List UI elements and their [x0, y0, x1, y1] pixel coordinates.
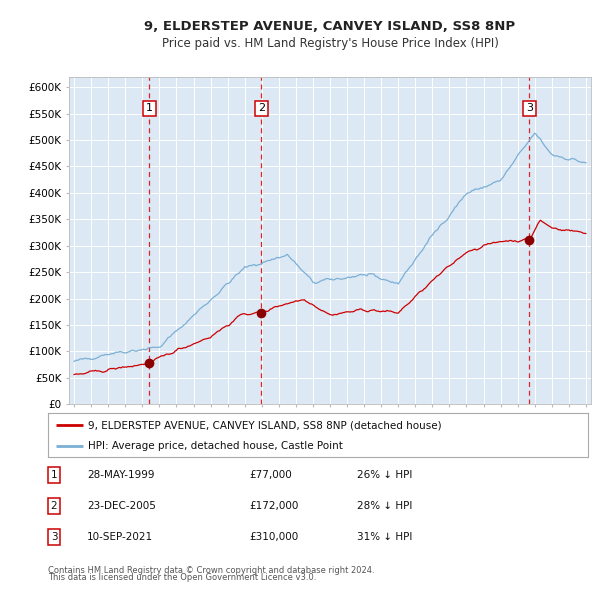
Text: 23-DEC-2005: 23-DEC-2005 — [87, 501, 156, 511]
Text: 28-MAY-1999: 28-MAY-1999 — [87, 470, 155, 480]
Text: 28% ↓ HPI: 28% ↓ HPI — [357, 501, 412, 511]
Text: This data is licensed under the Open Government Licence v3.0.: This data is licensed under the Open Gov… — [48, 573, 316, 582]
Text: 9, ELDERSTEP AVENUE, CANVEY ISLAND, SS8 8NP: 9, ELDERSTEP AVENUE, CANVEY ISLAND, SS8 … — [145, 20, 515, 33]
Text: Price paid vs. HM Land Registry's House Price Index (HPI): Price paid vs. HM Land Registry's House … — [161, 37, 499, 50]
Text: 9, ELDERSTEP AVENUE, CANVEY ISLAND, SS8 8NP (detached house): 9, ELDERSTEP AVENUE, CANVEY ISLAND, SS8 … — [89, 421, 442, 430]
Text: 1: 1 — [50, 470, 58, 480]
Text: £172,000: £172,000 — [249, 501, 298, 511]
Text: Contains HM Land Registry data © Crown copyright and database right 2024.: Contains HM Land Registry data © Crown c… — [48, 566, 374, 575]
Text: HPI: Average price, detached house, Castle Point: HPI: Average price, detached house, Cast… — [89, 441, 343, 451]
Text: 2: 2 — [50, 501, 58, 511]
Text: 31% ↓ HPI: 31% ↓ HPI — [357, 532, 412, 542]
Text: 10-SEP-2021: 10-SEP-2021 — [87, 532, 153, 542]
Text: £77,000: £77,000 — [249, 470, 292, 480]
Text: 26% ↓ HPI: 26% ↓ HPI — [357, 470, 412, 480]
Text: 3: 3 — [50, 532, 58, 542]
Text: 2: 2 — [258, 103, 265, 113]
Text: £310,000: £310,000 — [249, 532, 298, 542]
Text: 3: 3 — [526, 103, 533, 113]
Text: 1: 1 — [146, 103, 153, 113]
